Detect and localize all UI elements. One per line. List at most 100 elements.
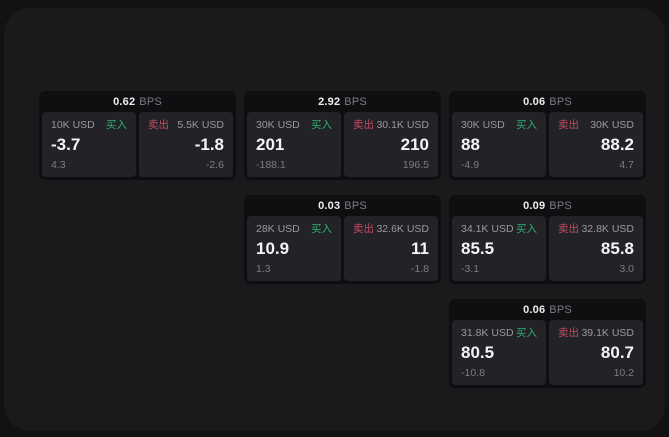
- quote-card-header: 0.09 BPS: [449, 195, 646, 216]
- sell-tile-top-row: 卖出 32.6K USD: [353, 224, 429, 235]
- sell-price: 80.7: [600, 343, 634, 363]
- quote-card-header: 0.03 BPS: [244, 195, 441, 216]
- bps-unit-label: BPS: [344, 95, 367, 108]
- buy-price: 85.5: [461, 239, 495, 259]
- buy-size-label: 34.1K USD: [461, 223, 514, 235]
- buy-side-label: 买入: [516, 327, 537, 339]
- buy-side-label: 买入: [516, 119, 537, 131]
- sell-delta: 4.7: [619, 158, 634, 171]
- quote-card: 0.62 BPS 10K USD 买入 -3.7 4.3 卖出 5.5K USD…: [39, 91, 236, 180]
- buy-side-label: 买入: [311, 119, 332, 131]
- sell-price: -1.8: [194, 135, 224, 155]
- quote-card-body: 34.1K USD 买入 85.5 -3.1 卖出 32.8K USD 85.8…: [449, 216, 646, 284]
- sell-tile-top-row: 卖出 30.1K USD: [353, 120, 429, 131]
- quote-card: 0.06 BPS 31.8K USD 买入 80.5 -10.8 卖出 39.1…: [449, 299, 646, 388]
- quote-card: 0.06 BPS 30K USD 买入 88 -4.9 卖出 30K USD 8…: [449, 91, 646, 180]
- bps-value: 0.06: [523, 303, 546, 316]
- sell-side-label: 卖出: [353, 223, 374, 235]
- quote-card-body: 10K USD 买入 -3.7 4.3 卖出 5.5K USD -1.8 -2.…: [39, 112, 236, 180]
- bps-unit-label: BPS: [549, 303, 572, 316]
- sell-price: 210: [400, 135, 429, 155]
- sell-tile-top-row: 卖出 30K USD: [558, 120, 634, 131]
- sell-size-label: 5.5K USD: [177, 119, 224, 131]
- quote-card-body: 30K USD 买入 201 -188.1 卖出 30.1K USD 210 1…: [244, 112, 441, 180]
- buy-side-label: 买入: [516, 223, 537, 235]
- bps-value: 0.03: [318, 199, 341, 212]
- quote-card-header: 0.06 BPS: [449, 91, 646, 112]
- quote-card-body: 28K USD 买入 10.9 1.3 卖出 32.6K USD 11 -1.8: [244, 216, 441, 284]
- bps-value: 0.09: [523, 199, 546, 212]
- quote-card: 0.03 BPS 28K USD 买入 10.9 1.3 卖出 32.6K US…: [244, 195, 441, 284]
- sell-quote-tile[interactable]: 卖出 30.1K USD 210 196.5: [344, 112, 438, 177]
- buy-tile-top-row: 31.8K USD 买入: [461, 328, 537, 339]
- quote-card-body: 30K USD 买入 88 -4.9 卖出 30K USD 88.2 4.7: [449, 112, 646, 180]
- quote-card-header: 0.06 BPS: [449, 299, 646, 320]
- buy-size-label: 31.8K USD: [461, 327, 514, 339]
- bps-unit-label: BPS: [549, 199, 572, 212]
- buy-tile-top-row: 30K USD 买入: [461, 120, 537, 131]
- buy-price: 10.9: [256, 239, 290, 259]
- quote-card-header: 2.92 BPS: [244, 91, 441, 112]
- buy-side-label: 买入: [311, 223, 332, 235]
- buy-delta: -4.9: [461, 158, 480, 171]
- sell-quote-tile[interactable]: 卖出 39.1K USD 80.7 10.2: [549, 320, 643, 385]
- sell-quote-tile[interactable]: 卖出 30K USD 88.2 4.7: [549, 112, 643, 177]
- buy-tile-top-row: 34.1K USD 买入: [461, 224, 537, 235]
- sell-quote-tile[interactable]: 卖出 32.8K USD 85.8 3.0: [549, 216, 643, 281]
- buy-delta: 4.3: [51, 158, 66, 171]
- quote-card-body: 31.8K USD 买入 80.5 -10.8 卖出 39.1K USD 80.…: [449, 320, 646, 388]
- sell-delta: 3.0: [619, 262, 634, 275]
- sell-price: 88.2: [600, 135, 634, 155]
- buy-delta: -3.1: [461, 262, 480, 275]
- buy-quote-tile[interactable]: 10K USD 买入 -3.7 4.3: [42, 112, 136, 177]
- sell-side-label: 卖出: [148, 119, 169, 131]
- buy-size-label: 30K USD: [461, 119, 505, 131]
- sell-side-label: 卖出: [558, 119, 579, 131]
- sell-side-label: 卖出: [558, 327, 579, 339]
- sell-size-label: 32.6K USD: [376, 223, 429, 235]
- sell-size-label: 30.1K USD: [376, 119, 429, 131]
- sell-size-label: 39.1K USD: [581, 327, 634, 339]
- bps-unit-label: BPS: [549, 95, 572, 108]
- bps-value: 0.06: [523, 95, 546, 108]
- sell-tile-top-row: 卖出 5.5K USD: [148, 120, 224, 131]
- quote-card: 0.09 BPS 34.1K USD 买入 85.5 -3.1 卖出 32.8K…: [449, 195, 646, 284]
- sell-delta: -1.8: [410, 262, 429, 275]
- buy-delta: -188.1: [256, 158, 286, 171]
- sell-price: 11: [411, 239, 429, 259]
- buy-quote-tile[interactable]: 30K USD 买入 88 -4.9: [452, 112, 546, 177]
- sell-quote-tile[interactable]: 卖出 5.5K USD -1.8 -2.6: [139, 112, 233, 177]
- bps-unit-label: BPS: [139, 95, 162, 108]
- buy-price: 88: [461, 135, 480, 155]
- bps-value: 0.62: [113, 95, 136, 108]
- quote-grid: 0.62 BPS 10K USD 买入 -3.7 4.3 卖出 5.5K USD…: [39, 91, 646, 388]
- buy-side-label: 买入: [106, 119, 127, 131]
- quote-card: 2.92 BPS 30K USD 买入 201 -188.1 卖出 30.1K …: [244, 91, 441, 180]
- bps-unit-label: BPS: [344, 199, 367, 212]
- buy-tile-top-row: 30K USD 买入: [256, 120, 332, 131]
- buy-price: -3.7: [51, 135, 81, 155]
- sell-quote-tile[interactable]: 卖出 32.6K USD 11 -1.8: [344, 216, 438, 281]
- bps-value: 2.92: [318, 95, 341, 108]
- sell-side-label: 卖出: [558, 223, 579, 235]
- buy-quote-tile[interactable]: 28K USD 买入 10.9 1.3: [247, 216, 341, 281]
- buy-size-label: 30K USD: [256, 119, 300, 131]
- buy-tile-top-row: 10K USD 买入: [51, 120, 127, 131]
- buy-quote-tile[interactable]: 30K USD 买入 201 -188.1: [247, 112, 341, 177]
- buy-quote-tile[interactable]: 31.8K USD 买入 80.5 -10.8: [452, 320, 546, 385]
- buy-price: 201: [256, 135, 285, 155]
- buy-size-label: 28K USD: [256, 223, 300, 235]
- buy-price: 80.5: [461, 343, 495, 363]
- sell-tile-top-row: 卖出 32.8K USD: [558, 224, 634, 235]
- buy-delta: -10.8: [461, 366, 485, 379]
- sell-delta: -2.6: [205, 158, 224, 171]
- buy-delta: 1.3: [256, 262, 271, 275]
- buy-tile-top-row: 28K USD 买入: [256, 224, 332, 235]
- buy-quote-tile[interactable]: 34.1K USD 买入 85.5 -3.1: [452, 216, 546, 281]
- quote-card-header: 0.62 BPS: [39, 91, 236, 112]
- sell-side-label: 卖出: [353, 119, 374, 131]
- sell-size-label: 32.8K USD: [581, 223, 634, 235]
- sell-delta: 196.5: [402, 158, 429, 171]
- sell-price: 85.8: [600, 239, 634, 259]
- sell-size-label: 30K USD: [590, 119, 634, 131]
